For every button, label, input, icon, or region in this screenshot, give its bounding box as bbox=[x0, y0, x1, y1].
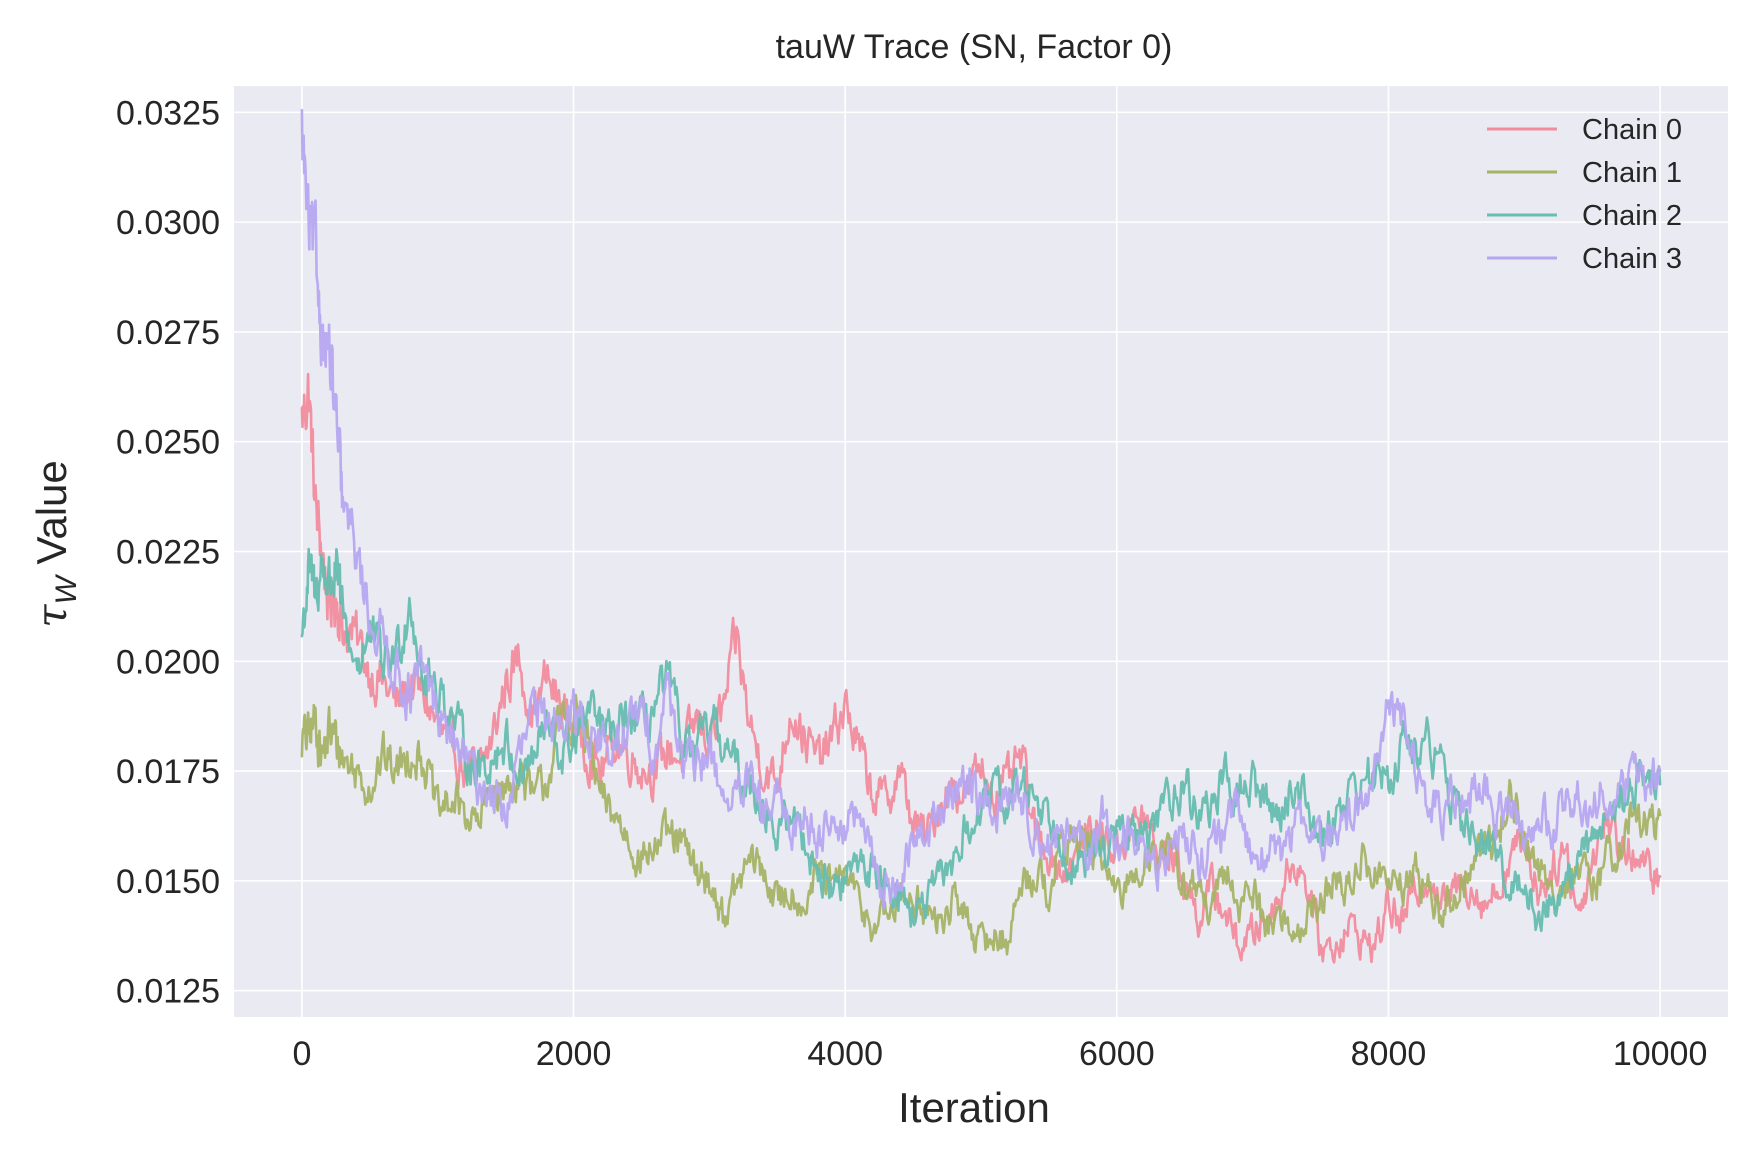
legend-label: Chain 3 bbox=[1582, 243, 1682, 275]
y-tick-label: 0.0150 bbox=[116, 863, 220, 901]
grid bbox=[234, 86, 1728, 1017]
y-tick-label: 0.0175 bbox=[116, 753, 220, 791]
x-tick-label: 0 bbox=[292, 1035, 311, 1073]
x-tick-label: 10000 bbox=[1613, 1035, 1708, 1073]
x-tick-label: 6000 bbox=[1079, 1035, 1155, 1073]
y-tick-label: 0.0225 bbox=[116, 534, 220, 572]
series-lines bbox=[300, 108, 1662, 964]
y-tick-label: 0.0200 bbox=[116, 643, 220, 681]
x-axis-label: Iteration bbox=[898, 1084, 1050, 1131]
y-axis-ticks: 0.0125 0.0150 0.0175 0.0200 0.0225 0.0250 0.02… bbox=[116, 94, 220, 1010]
series-line-chain-2 bbox=[300, 547, 1662, 933]
y-tick-label: 0.0275 bbox=[116, 314, 220, 352]
legend-label: Chain 0 bbox=[1582, 114, 1682, 146]
x-tick-label: 8000 bbox=[1351, 1035, 1427, 1073]
x-tick-label: 4000 bbox=[807, 1035, 883, 1073]
x-axis-ticks: 0 2000 4000 6000 8000 10000 bbox=[292, 1035, 1707, 1073]
y-axis-label-symbol: τ bbox=[27, 604, 76, 628]
y-axis-label-subscript: W bbox=[50, 574, 83, 605]
legend-label: Chain 2 bbox=[1582, 200, 1682, 232]
y-axis-label: τW Value bbox=[27, 460, 83, 628]
y-tick-label: 0.0300 bbox=[116, 204, 220, 242]
y-tick-label: 0.0325 bbox=[116, 94, 220, 132]
y-tick-label: 0.0250 bbox=[116, 424, 220, 462]
y-axis-label-suffix: Value bbox=[28, 460, 75, 576]
legend: Chain 0 Chain 1 Chain 2 Chain 3 bbox=[1487, 114, 1682, 275]
x-tick-label: 2000 bbox=[536, 1035, 612, 1073]
series-line-chain-0 bbox=[300, 372, 1662, 964]
legend-label: Chain 1 bbox=[1582, 157, 1682, 189]
chart-title: tauW Trace (SN, Factor 0) bbox=[776, 28, 1173, 66]
series-line-chain-1 bbox=[300, 693, 1662, 956]
y-tick-label: 0.0125 bbox=[116, 973, 220, 1011]
series-line-chain-3 bbox=[300, 108, 1662, 910]
